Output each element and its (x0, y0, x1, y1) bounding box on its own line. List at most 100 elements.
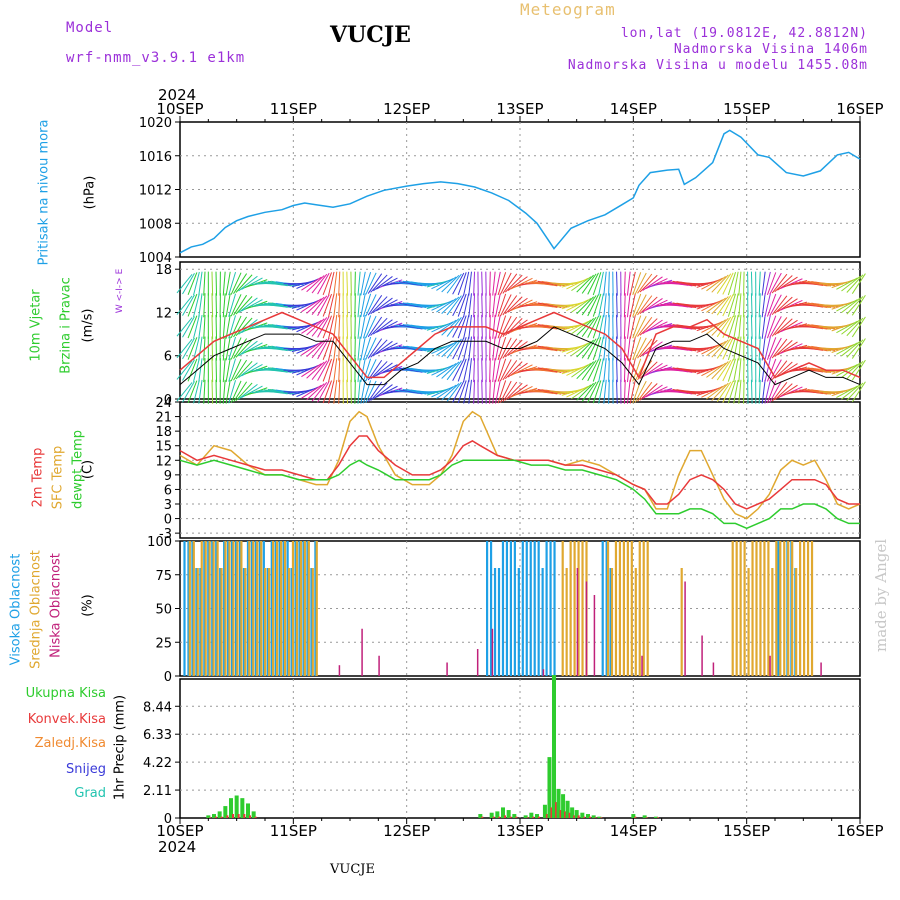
wind-barb (176, 382, 193, 402)
wind-barb (502, 360, 518, 381)
convective-rain-bar (657, 817, 659, 818)
wind-barb (211, 358, 214, 383)
wind-barb (267, 302, 292, 309)
wind-barb (766, 272, 777, 296)
convective-rain-bar (232, 814, 234, 818)
wind-barb (211, 379, 214, 404)
total-rain-bar (556, 788, 561, 818)
wind-barb (764, 336, 771, 361)
convective-rain-bar (538, 816, 540, 818)
wind-barb (182, 337, 195, 360)
wind-barb (370, 296, 388, 315)
temp-ytick-label: 9 (164, 469, 172, 484)
wind-barb (317, 359, 330, 381)
wind-barb (598, 293, 604, 318)
wind-barb (500, 359, 512, 382)
temp-ytick-label: 6 (164, 483, 172, 498)
total-rain-bar (234, 795, 239, 818)
wind-barb (750, 293, 753, 318)
wind-barb (716, 295, 732, 316)
wind-barb (831, 387, 855, 397)
high-cloud-bar (286, 541, 289, 676)
wind-barb (831, 322, 855, 332)
total-rain-bar (552, 675, 556, 818)
wind-barb (338, 314, 341, 339)
wind-barb (402, 345, 427, 352)
wind-barb (457, 358, 467, 382)
wind-barb (176, 360, 193, 380)
low-cloud-bar (338, 665, 341, 676)
mid-cloud-bar (283, 541, 287, 676)
wind-barb (637, 295, 653, 316)
wind-barb (495, 271, 501, 296)
wind-barb (711, 274, 729, 293)
wind-barb (668, 389, 693, 395)
wind-barb (238, 383, 258, 400)
wind-barb (311, 273, 328, 294)
wind-barb (561, 366, 585, 375)
total-rain-bar (580, 812, 585, 818)
wind-barb (750, 358, 753, 383)
wind-barb (468, 336, 472, 361)
total-rain-bar (542, 804, 547, 818)
wind-barb (733, 336, 739, 361)
mid-cloud-bar (779, 541, 782, 676)
high-cloud-bar (549, 541, 552, 676)
total-rain-bar (642, 815, 647, 818)
high-cloud-bar (537, 541, 540, 676)
wind-barb (561, 301, 585, 310)
wind-barb (576, 318, 594, 336)
wind-barb (581, 381, 597, 402)
wind-barb (603, 271, 607, 296)
wind-barb (230, 380, 242, 403)
wind-barb (598, 336, 604, 361)
wind-barb (446, 381, 462, 402)
wind-barb (581, 295, 597, 316)
wind-barb (452, 380, 465, 403)
wind-barb (637, 273, 653, 294)
wind-barb (468, 358, 472, 383)
legend-total-rain: Ukupna Kisa (25, 686, 106, 701)
cloud-ytick-label: 0 (164, 670, 172, 685)
wind-barb (623, 293, 626, 318)
wind-barb (639, 339, 658, 358)
wind-barb (846, 382, 864, 401)
wind-barb (672, 367, 697, 374)
precip-ytick-label: 4.22 (143, 756, 172, 771)
wind-barb (317, 272, 330, 295)
high-cloud-bar (270, 541, 273, 676)
wind-barb (346, 336, 349, 361)
wind-barb (370, 317, 388, 336)
top-day-label: 11SEP (270, 100, 317, 118)
total-rain-bar (512, 814, 517, 818)
mid-cloud-bar (303, 541, 306, 676)
high-cloud-bar (553, 541, 556, 676)
wind-barb (576, 274, 594, 293)
wind-barb (738, 271, 742, 296)
wind-barb (841, 319, 861, 335)
wind-barb (198, 293, 203, 318)
wind-barb (846, 296, 864, 315)
wind-barb (495, 358, 501, 383)
wind-barb (360, 315, 366, 339)
mid-cloud-bar (565, 568, 568, 676)
mid-cloud-bar (735, 541, 738, 676)
high-cloud-bar (254, 541, 257, 676)
wind-barb (769, 294, 782, 317)
wind-barb (441, 361, 460, 379)
wind-barb (803, 367, 828, 373)
wind-barb (222, 379, 226, 404)
wind-barb (831, 279, 855, 289)
model-name: wrf-nmm_v3.9.1 e1km (66, 50, 246, 66)
low-cloud-bar (712, 662, 715, 676)
wind-barb (346, 293, 349, 318)
pressure-line (179, 129, 861, 254)
wind-barb (727, 272, 737, 296)
wind-barb (357, 293, 361, 318)
wind-barb (764, 315, 771, 339)
wind-barb (228, 293, 237, 317)
wind-barb (233, 273, 248, 294)
wind-barb (502, 381, 518, 402)
total-rain-bar (547, 757, 552, 818)
mid-cloud-bar (236, 541, 239, 676)
